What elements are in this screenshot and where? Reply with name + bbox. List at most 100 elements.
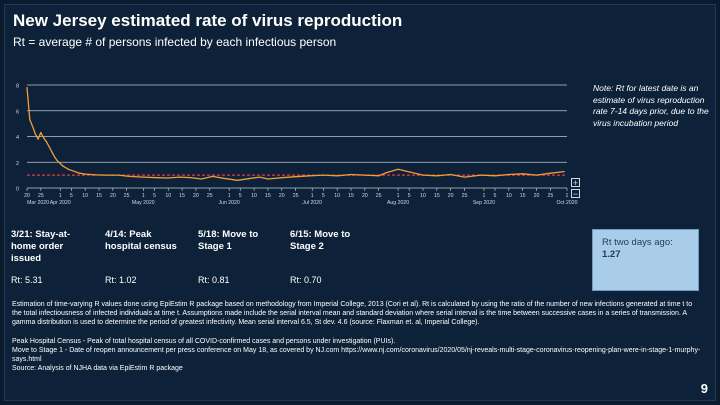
y-tick-label: 0 [16,187,19,193]
rt-data-point [463,176,466,178]
x-tick-label: 20 [193,193,199,199]
rt-data-point [200,178,203,180]
footnote-peak-hospital: Peak Hospital Census - Peak of total hos… [12,337,396,345]
x-tick-label: 25 [376,193,382,199]
x-tick-label: 25 [207,193,213,199]
x-tick-label: 25 [293,193,299,199]
rt-data-point [211,175,214,178]
x-month-label: Sep 2020 [473,200,495,206]
milestone-rt-value: Rt: 1.02 [105,275,137,285]
x-tick-label: 20 [110,193,116,199]
rt-data-point [480,174,482,176]
rt-line-chart: 0 2 4 6 8 20 25 1 5 10 15 20 25 1 5 10 15 20 25 1 5 10 15 20 25 1… [5,77,595,225]
y-tick-label: 4 [16,135,19,141]
rt-data-point [167,177,169,179]
x-tick-label: 15 [434,193,440,199]
rt-data-point [522,173,524,175]
x-tick-label: 20 [279,193,285,199]
rt-data-point [117,174,119,176]
x-tick-label: 10 [165,193,171,199]
x-tick-label: 25 [124,193,130,199]
rt-two-days-ago-value: 1.27 [602,249,621,260]
rt-data-point [62,165,64,167]
x-tick-label: 1 [142,193,145,199]
milestone-stage-2: 6/15: Move to Stage 2 [290,229,351,252]
rt-data-point [308,175,311,177]
rt-data-point [95,174,97,176]
rt-data-point [508,173,510,176]
x-tick-label: 1 [228,193,231,199]
x-tick-label: 15 [348,193,354,199]
rt-data-point [29,119,31,121]
rt-data-point [563,171,565,173]
rt-data-point [34,133,36,135]
x-tick-label: 10 [251,193,257,199]
rt-data-point [281,177,283,179]
y-tick-label: 6 [16,109,19,115]
milestone-stage-1: 5/18: Move to Stage 1 [198,229,259,252]
x-tick-label: 5 [153,193,156,199]
x-month-label: Apr 2020 [50,200,71,206]
rt-data-point [189,176,191,179]
rt-data-point [43,137,45,139]
footnote-source: Source: Analysis of NJHA data via EpiEst… [12,365,183,373]
rt-data-point [450,173,452,176]
rt-data-point [422,174,424,176]
footnotes: Estimation of time-varying R values done… [12,300,702,373]
rt-data-point [247,178,250,180]
x-tick-label: 15 [96,193,102,199]
milestone-stay-at-home: 3/21: Stay-at-home order issued [11,229,71,264]
page-subtitle: Rt = average # of persons infected by ea… [13,35,337,49]
rt-data-point [549,172,551,174]
rt-data-point [408,171,410,173]
x-tick-label: 5 [408,193,411,199]
milestone-rt-value: Rt: 0.81 [198,275,230,285]
rt-data-point [84,173,86,175]
rt-two-days-ago-label: Rt two days ago: [602,237,673,248]
x-tick-label: 25 [547,193,553,199]
x-tick-label: 25 [38,193,44,199]
milestone-peak-hospital: 4/14: Peak hospital census [105,229,177,252]
x-tick-label: 1 [566,193,569,199]
page-title: New Jersey estimated rate of virus repro… [13,11,403,30]
rt-data-point [494,175,496,177]
x-tick-label: 1 [482,193,485,199]
rt-series-line [26,87,565,181]
zoom-out-button[interactable]: − [571,189,580,199]
rt-data-point [128,175,131,178]
rt-data-point [56,160,59,162]
x-tick-label: 20 [24,193,30,199]
rt-data-point [59,162,61,165]
x-tick-label: 10 [334,193,340,199]
rt-data-point [51,151,53,153]
x-tick-label: 10 [420,193,426,199]
rt-data-point [436,175,438,177]
x-tick-label: 1 [59,193,62,199]
rt-data-point [67,168,70,170]
rt-data-point [142,176,144,178]
x-tick-label: 5 [239,193,242,199]
x-tick-label: 10 [506,193,512,199]
milestone-rt-value: Rt: 0.70 [290,275,322,285]
x-tick-label: 15 [179,193,185,199]
x-month-label: Mar 2020 [27,200,49,206]
milestone-rt-value: Rt: 5.31 [11,275,43,285]
rt-data-point [397,168,399,170]
x-tick-label: 10 [82,193,88,199]
x-tick-label: 5 [322,193,325,199]
x-tick-label: 20 [534,193,540,199]
x-tick-label: 20 [448,193,454,199]
rt-data-point [48,146,50,148]
slide: New Jersey estimated rate of virus repro… [4,4,716,401]
x-tick-label: 15 [520,193,526,199]
rt-data-point [31,125,34,127]
rt-data-point [37,138,39,140]
x-tick-label: 1 [397,193,400,199]
rt-data-point [40,132,42,134]
zoom-in-button[interactable]: + [571,178,580,188]
x-tick-label: 5 [70,193,73,199]
x-month-label: Oct 2020 [556,200,577,206]
rt-data-point [259,176,261,178]
rt-data-point [350,173,352,176]
